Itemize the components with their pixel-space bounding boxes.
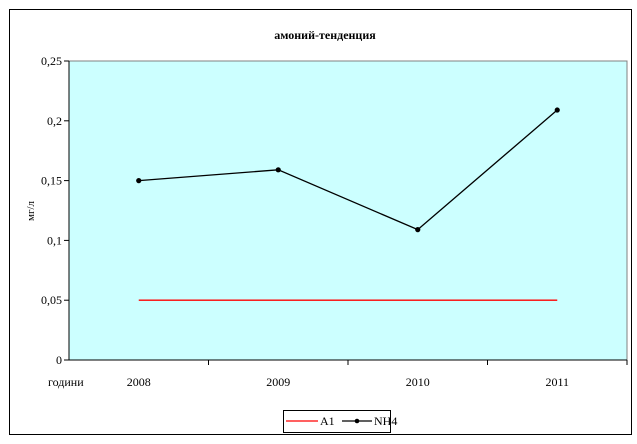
series-layer bbox=[136, 107, 560, 301]
data-point-nh4 bbox=[554, 107, 560, 113]
x-axis-label: години bbox=[48, 375, 84, 389]
y-tick-label: 0,25 bbox=[41, 54, 62, 68]
y-tick-label: 0,05 bbox=[41, 293, 62, 307]
x-tick-label: 2011 bbox=[545, 375, 569, 389]
chart-title: амоний-тенденция bbox=[274, 28, 376, 42]
y-tick-label: 0,1 bbox=[47, 233, 62, 247]
y-ticks: 0 0,05 0,1 0,15 0,2 0,25 bbox=[41, 54, 69, 367]
data-point-nh4 bbox=[136, 178, 142, 184]
x-tick-label: 2009 bbox=[266, 375, 290, 389]
x-tick-label: 2008 bbox=[127, 375, 151, 389]
data-point-nh4 bbox=[415, 227, 421, 233]
plot-area bbox=[68, 60, 628, 361]
y-tick-label: 0,15 bbox=[41, 174, 62, 188]
legend-label-nh4: NH4 bbox=[374, 414, 397, 428]
legend: A1 NH4 bbox=[283, 410, 397, 433]
series-line-nh4 bbox=[138, 109, 558, 231]
x-tick-label: 2010 bbox=[406, 375, 430, 389]
legend-marker-nh4 bbox=[354, 418, 360, 424]
legend-label-a1: A1 bbox=[320, 414, 335, 428]
y-tick-label: 0,2 bbox=[47, 114, 62, 128]
legend-box bbox=[283, 410, 391, 433]
y-axis-label: мг/л bbox=[25, 200, 37, 221]
y-tick-label: 0 bbox=[56, 353, 62, 367]
data-point-nh4 bbox=[275, 167, 281, 173]
x-ticks: 2008 2009 2010 2011 bbox=[127, 360, 628, 389]
